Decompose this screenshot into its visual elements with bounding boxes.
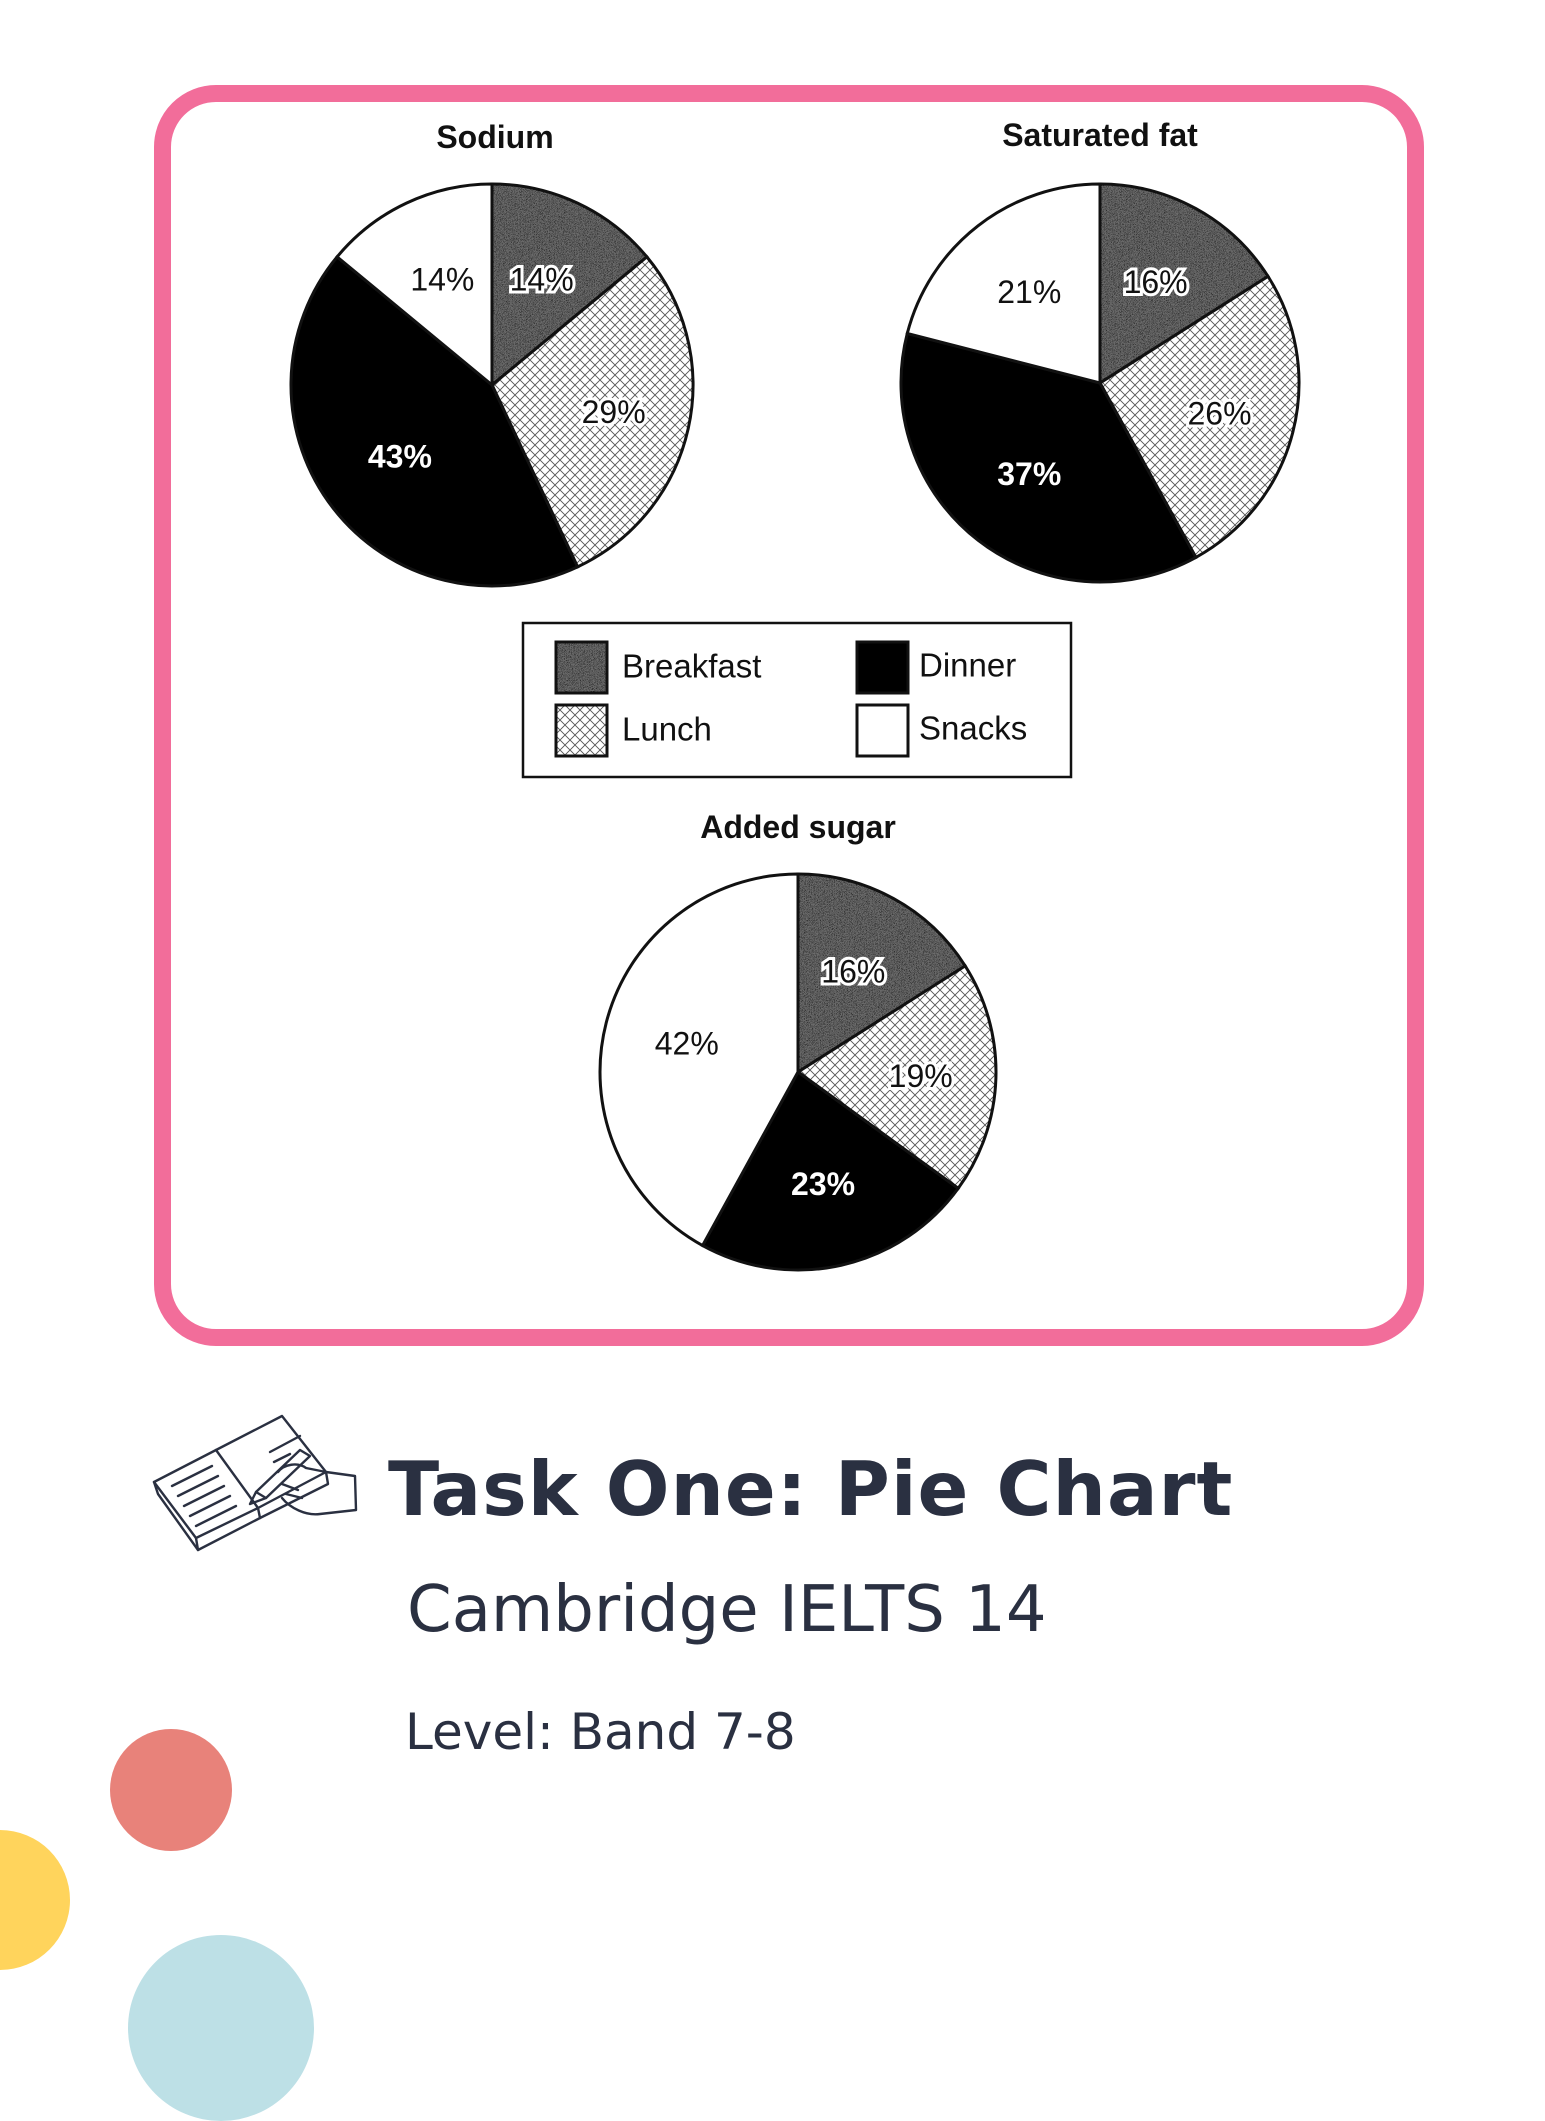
decor-dot-blue <box>128 1935 314 2121</box>
decor-dot-red <box>110 1729 232 1851</box>
pie-saturated-fat-slice-lunch <box>1098 274 1301 560</box>
pie-sodium: 14% 29% 43% 14% <box>289 182 695 588</box>
legend-label-lunch: Lunch <box>622 711 712 748</box>
pie-added-sugar-label-lunch: 19% <box>889 1058 953 1094</box>
pie-sodium-label-lunch: 29% <box>582 394 646 430</box>
pie-sodium-slice-dinner <box>289 254 580 588</box>
pie-charts: Sodium 14% 29% 43% 14% Saturated fat 16% 26%… <box>289 117 1301 1272</box>
pie-added-sugar-label-breakfast: 16% <box>821 953 885 989</box>
pie-saturated-fat-label-breakfast: 16% <box>1124 264 1188 300</box>
legend-box <box>521 621 1073 779</box>
task-title: Task One: Pie Chart <box>388 1445 1234 1533</box>
pie-sodium-slice-breakfast <box>490 182 649 389</box>
legend-label-snacks: Snacks <box>919 710 1027 747</box>
pie-saturated-fat-label-lunch: 26% <box>1187 396 1251 432</box>
legend-label-breakfast: Breakfast <box>622 648 761 685</box>
decor-dot-yellow <box>0 1830 70 1970</box>
pie-added-sugar-label-dinner: 23% <box>791 1166 855 1202</box>
legend-swatch-dinner <box>855 640 910 695</box>
legend-swatch-lunch <box>554 703 609 758</box>
pie-saturated-fat-slice-breakfast <box>1098 182 1271 386</box>
pie-added-sugar-label-snacks: 42% <box>655 1025 719 1061</box>
pie-saturated-fat-slice-snacks <box>905 182 1102 385</box>
pie-saturated-fat: 16% 26% 37% 21% <box>899 182 1301 584</box>
writing-book-icon <box>150 1410 365 1585</box>
pie-sodium-label-breakfast: 14% <box>510 262 574 298</box>
pie-saturated-fat-label-dinner: 37% <box>997 456 1061 492</box>
pie-sodium-label-dinner: 43% <box>368 438 432 474</box>
pie-added-sugar: 16% 19% 23% 42% <box>598 872 998 1272</box>
pie-title-saturated-fat: Saturated fat <box>1002 117 1198 153</box>
pie-saturated-fat-slice-dinner <box>899 331 1198 584</box>
pie-sodium-label-snacks: 14% <box>410 262 474 298</box>
chart-legend: Breakfast Dinner Lunch Snacks <box>521 621 1073 779</box>
level-text: Level: Band 7-8 <box>405 1703 796 1761</box>
pie-added-sugar-slice-dinner <box>700 1069 961 1272</box>
pie-added-sugar-slice-breakfast <box>796 872 968 1075</box>
legend-swatch-snacks <box>855 703 910 758</box>
subtitle: Cambridge IELTS 14 <box>407 1573 1047 1647</box>
pie-added-sugar-slice-lunch <box>795 963 998 1191</box>
pie-title-added-sugar: Added sugar <box>700 809 896 845</box>
pie-title-sodium: Sodium <box>436 119 553 155</box>
legend-swatch-breakfast <box>554 640 609 695</box>
legend-label-dinner: Dinner <box>919 647 1016 684</box>
pie-sodium-slice-snacks <box>335 182 494 389</box>
pie-added-sugar-slice-snacks <box>598 872 800 1248</box>
pie-saturated-fat-label-snacks: 21% <box>997 274 1061 310</box>
